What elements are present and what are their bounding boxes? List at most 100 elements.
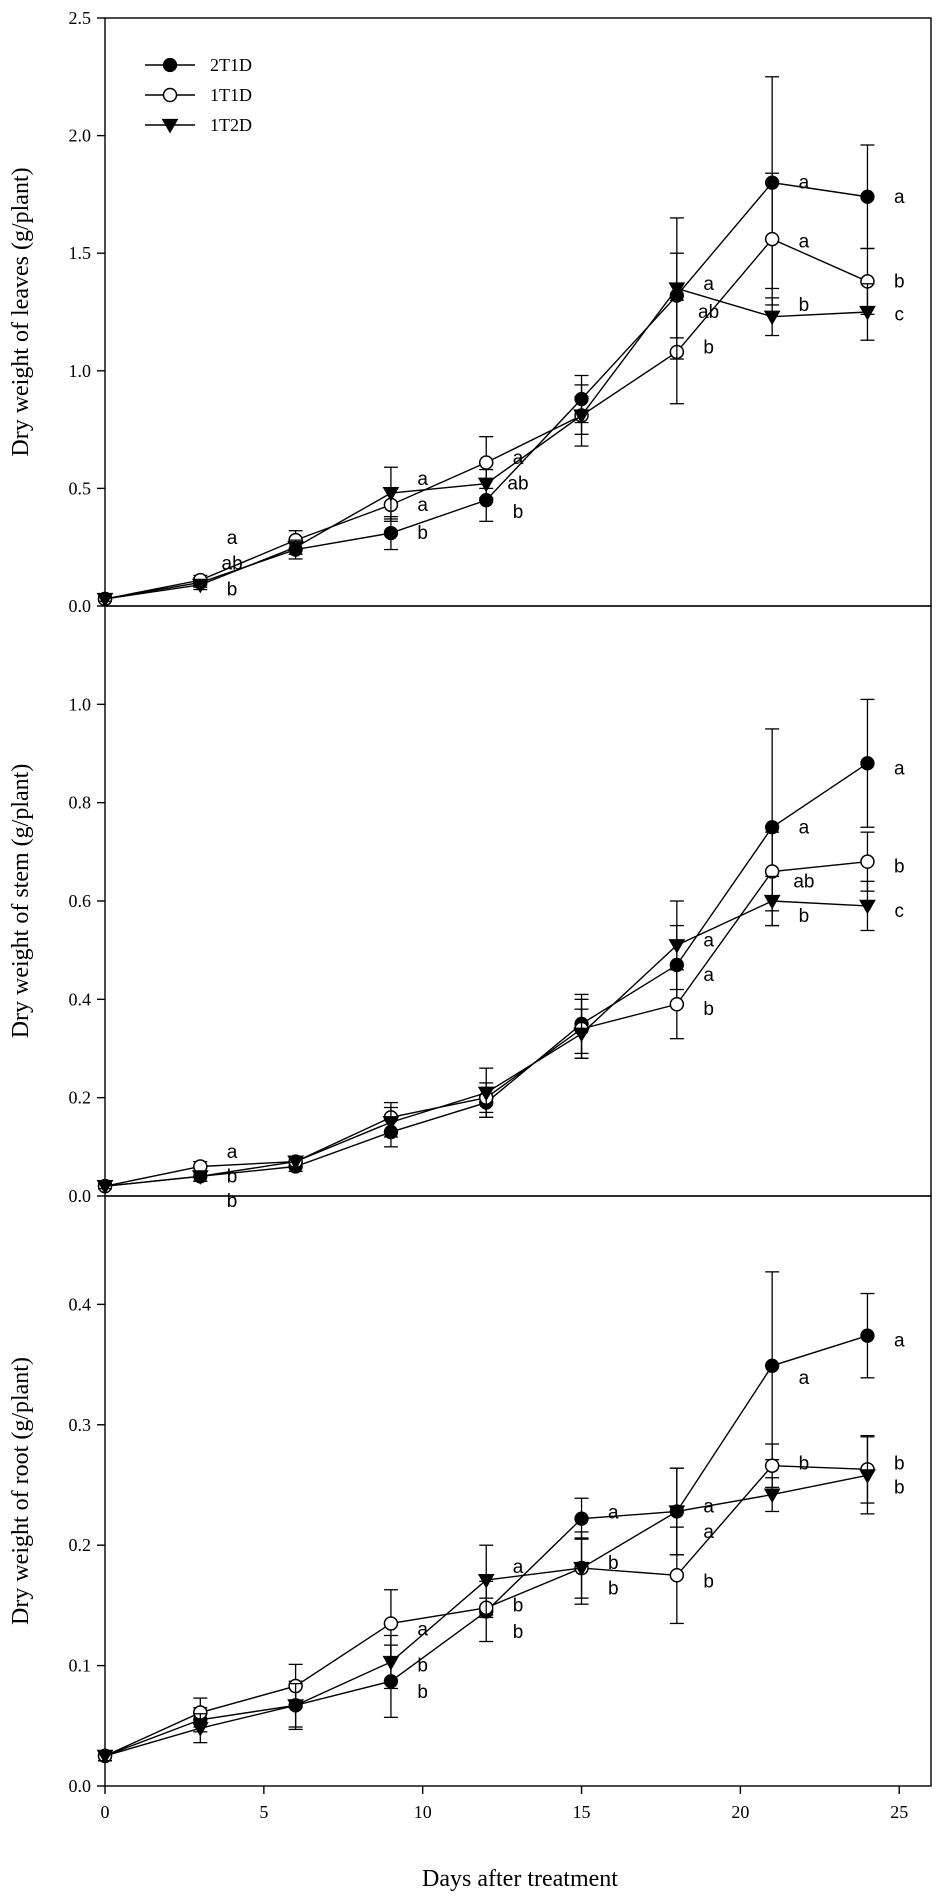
y-tick-label: 2.0 xyxy=(69,126,92,146)
y-tick-label: 0.5 xyxy=(69,478,92,498)
significance-letter: ab xyxy=(222,554,243,575)
series-1T2D xyxy=(96,875,876,1195)
significance-letter: a xyxy=(799,1368,810,1389)
data-point xyxy=(96,1749,114,1765)
significance-letter: b xyxy=(608,1553,619,1574)
significance-letter: b xyxy=(894,271,905,292)
plot-frame xyxy=(104,605,932,1197)
significance-letter: b xyxy=(417,523,428,544)
y-axis-title: Dry weight of leaves (g/plant) xyxy=(8,167,34,456)
y-tick-label: 0.6 xyxy=(69,891,92,911)
x-tick-label: 25 xyxy=(890,1802,908,1822)
y-tick-label: 0.4 xyxy=(69,1294,92,1314)
panel-2: 0.0 0.2 0.4 0.6 0.8 1.0 Dry weight of stem (g/… xyxy=(8,605,932,1212)
data-point xyxy=(574,1511,589,1526)
data-point xyxy=(287,1155,304,1171)
series-2T1D xyxy=(97,698,875,1194)
significance-letter: a xyxy=(513,1557,524,1578)
data-point xyxy=(860,189,875,204)
data-point xyxy=(860,756,875,771)
data-point xyxy=(859,899,876,915)
y-tick-label: 1.5 xyxy=(69,243,92,263)
significance-letter: a xyxy=(608,1503,619,1524)
significance-letter: ab xyxy=(507,474,528,495)
significance-letter: a xyxy=(227,1142,238,1163)
data-point xyxy=(668,282,686,297)
data-point xyxy=(765,1358,780,1373)
y-axis-title: Dry weight of root (g/plant) xyxy=(8,1357,34,1625)
significance-letter: ab xyxy=(698,302,719,323)
legend-label: 2T1D xyxy=(210,55,252,75)
significance-letter: a xyxy=(799,231,810,252)
data-point xyxy=(382,1655,400,1671)
significance-letter: b xyxy=(227,580,238,601)
y-tick-label: 0.3 xyxy=(69,1415,92,1435)
data-point xyxy=(860,1328,875,1343)
y-tick-label: 0.1 xyxy=(69,1656,92,1676)
significance-letter: b xyxy=(513,1622,524,1643)
series-line xyxy=(104,900,868,1187)
data-point xyxy=(764,231,780,247)
panel-3: 0.0 0.1 0.2 0.3 0.4 Dry weight of root (g/pla… xyxy=(8,1195,932,1822)
significance-letter: c xyxy=(894,901,904,922)
significance-letter: b xyxy=(227,1191,238,1212)
data-point xyxy=(382,1116,400,1131)
data-point xyxy=(191,578,209,594)
series-2T1D xyxy=(97,1271,875,1764)
series-1T2D xyxy=(96,217,876,608)
data-point xyxy=(383,1616,399,1631)
data-point xyxy=(573,1561,590,1577)
significance-letter: b xyxy=(894,857,905,878)
y-tick-label: 0.2 xyxy=(69,1088,92,1108)
data-point xyxy=(382,486,400,502)
data-point xyxy=(573,409,590,424)
significance-letter: c xyxy=(894,304,904,325)
significance-letter: b xyxy=(703,337,714,358)
data-point xyxy=(669,1568,685,1583)
data-point xyxy=(477,1573,495,1589)
x-tick-label: 20 xyxy=(731,1802,749,1822)
x-axis-title: Days after treatment xyxy=(422,1866,618,1892)
legend-marker xyxy=(161,118,179,134)
legend: 2T1D 1T1D 1T2D xyxy=(145,55,252,135)
significance-letter: b xyxy=(799,295,810,316)
significance-letter: b xyxy=(703,999,714,1020)
data-point xyxy=(477,1086,495,1102)
significance-letter: a xyxy=(799,817,810,838)
y-tick-label: 0.0 xyxy=(69,1186,92,1206)
panel-1: 0.0 0.5 1.0 1.5 2.0 2.5 Dry weight of leaves (… xyxy=(8,8,932,616)
significance-letter: a xyxy=(417,469,428,490)
significance-letter: a xyxy=(703,930,714,951)
significance-letter: b xyxy=(894,1453,905,1474)
significance-letter: a xyxy=(703,965,714,986)
significance-letter: b xyxy=(608,1579,619,1600)
significance-letter: a xyxy=(894,187,905,208)
data-point xyxy=(191,1722,209,1737)
significance-letter: a xyxy=(417,495,428,516)
x-tick-label: 5 xyxy=(259,1802,268,1822)
data-point xyxy=(669,997,685,1012)
significance-letter: b xyxy=(227,1166,238,1187)
data-point xyxy=(96,592,114,608)
significance-letter: a xyxy=(894,758,905,779)
y-tick-label: 0.0 xyxy=(69,596,92,616)
y-tick-label: 0.8 xyxy=(69,793,92,813)
legend-marker xyxy=(162,57,178,73)
data-point xyxy=(287,1699,304,1714)
data-point xyxy=(477,477,495,493)
series-line xyxy=(104,762,868,1187)
y-axis-title: Dry weight of stem (g/plant) xyxy=(8,764,34,1039)
significance-letter: ab xyxy=(793,871,814,892)
data-point xyxy=(573,1027,590,1043)
plot-frame xyxy=(104,1195,932,1787)
significance-letter: b xyxy=(417,1682,428,1703)
data-point xyxy=(764,1458,780,1473)
y-tick-label: 0.2 xyxy=(69,1535,92,1555)
significance-letter: a xyxy=(799,173,810,194)
significance-letter: b xyxy=(417,1656,428,1677)
y-tick-label: 1.0 xyxy=(69,694,92,714)
panels: 0.0 0.5 1.0 1.5 2.0 2.5 Dry weight of leaves (… xyxy=(8,8,932,1822)
legend-marker xyxy=(162,87,178,103)
significance-letter: a xyxy=(894,1330,905,1351)
